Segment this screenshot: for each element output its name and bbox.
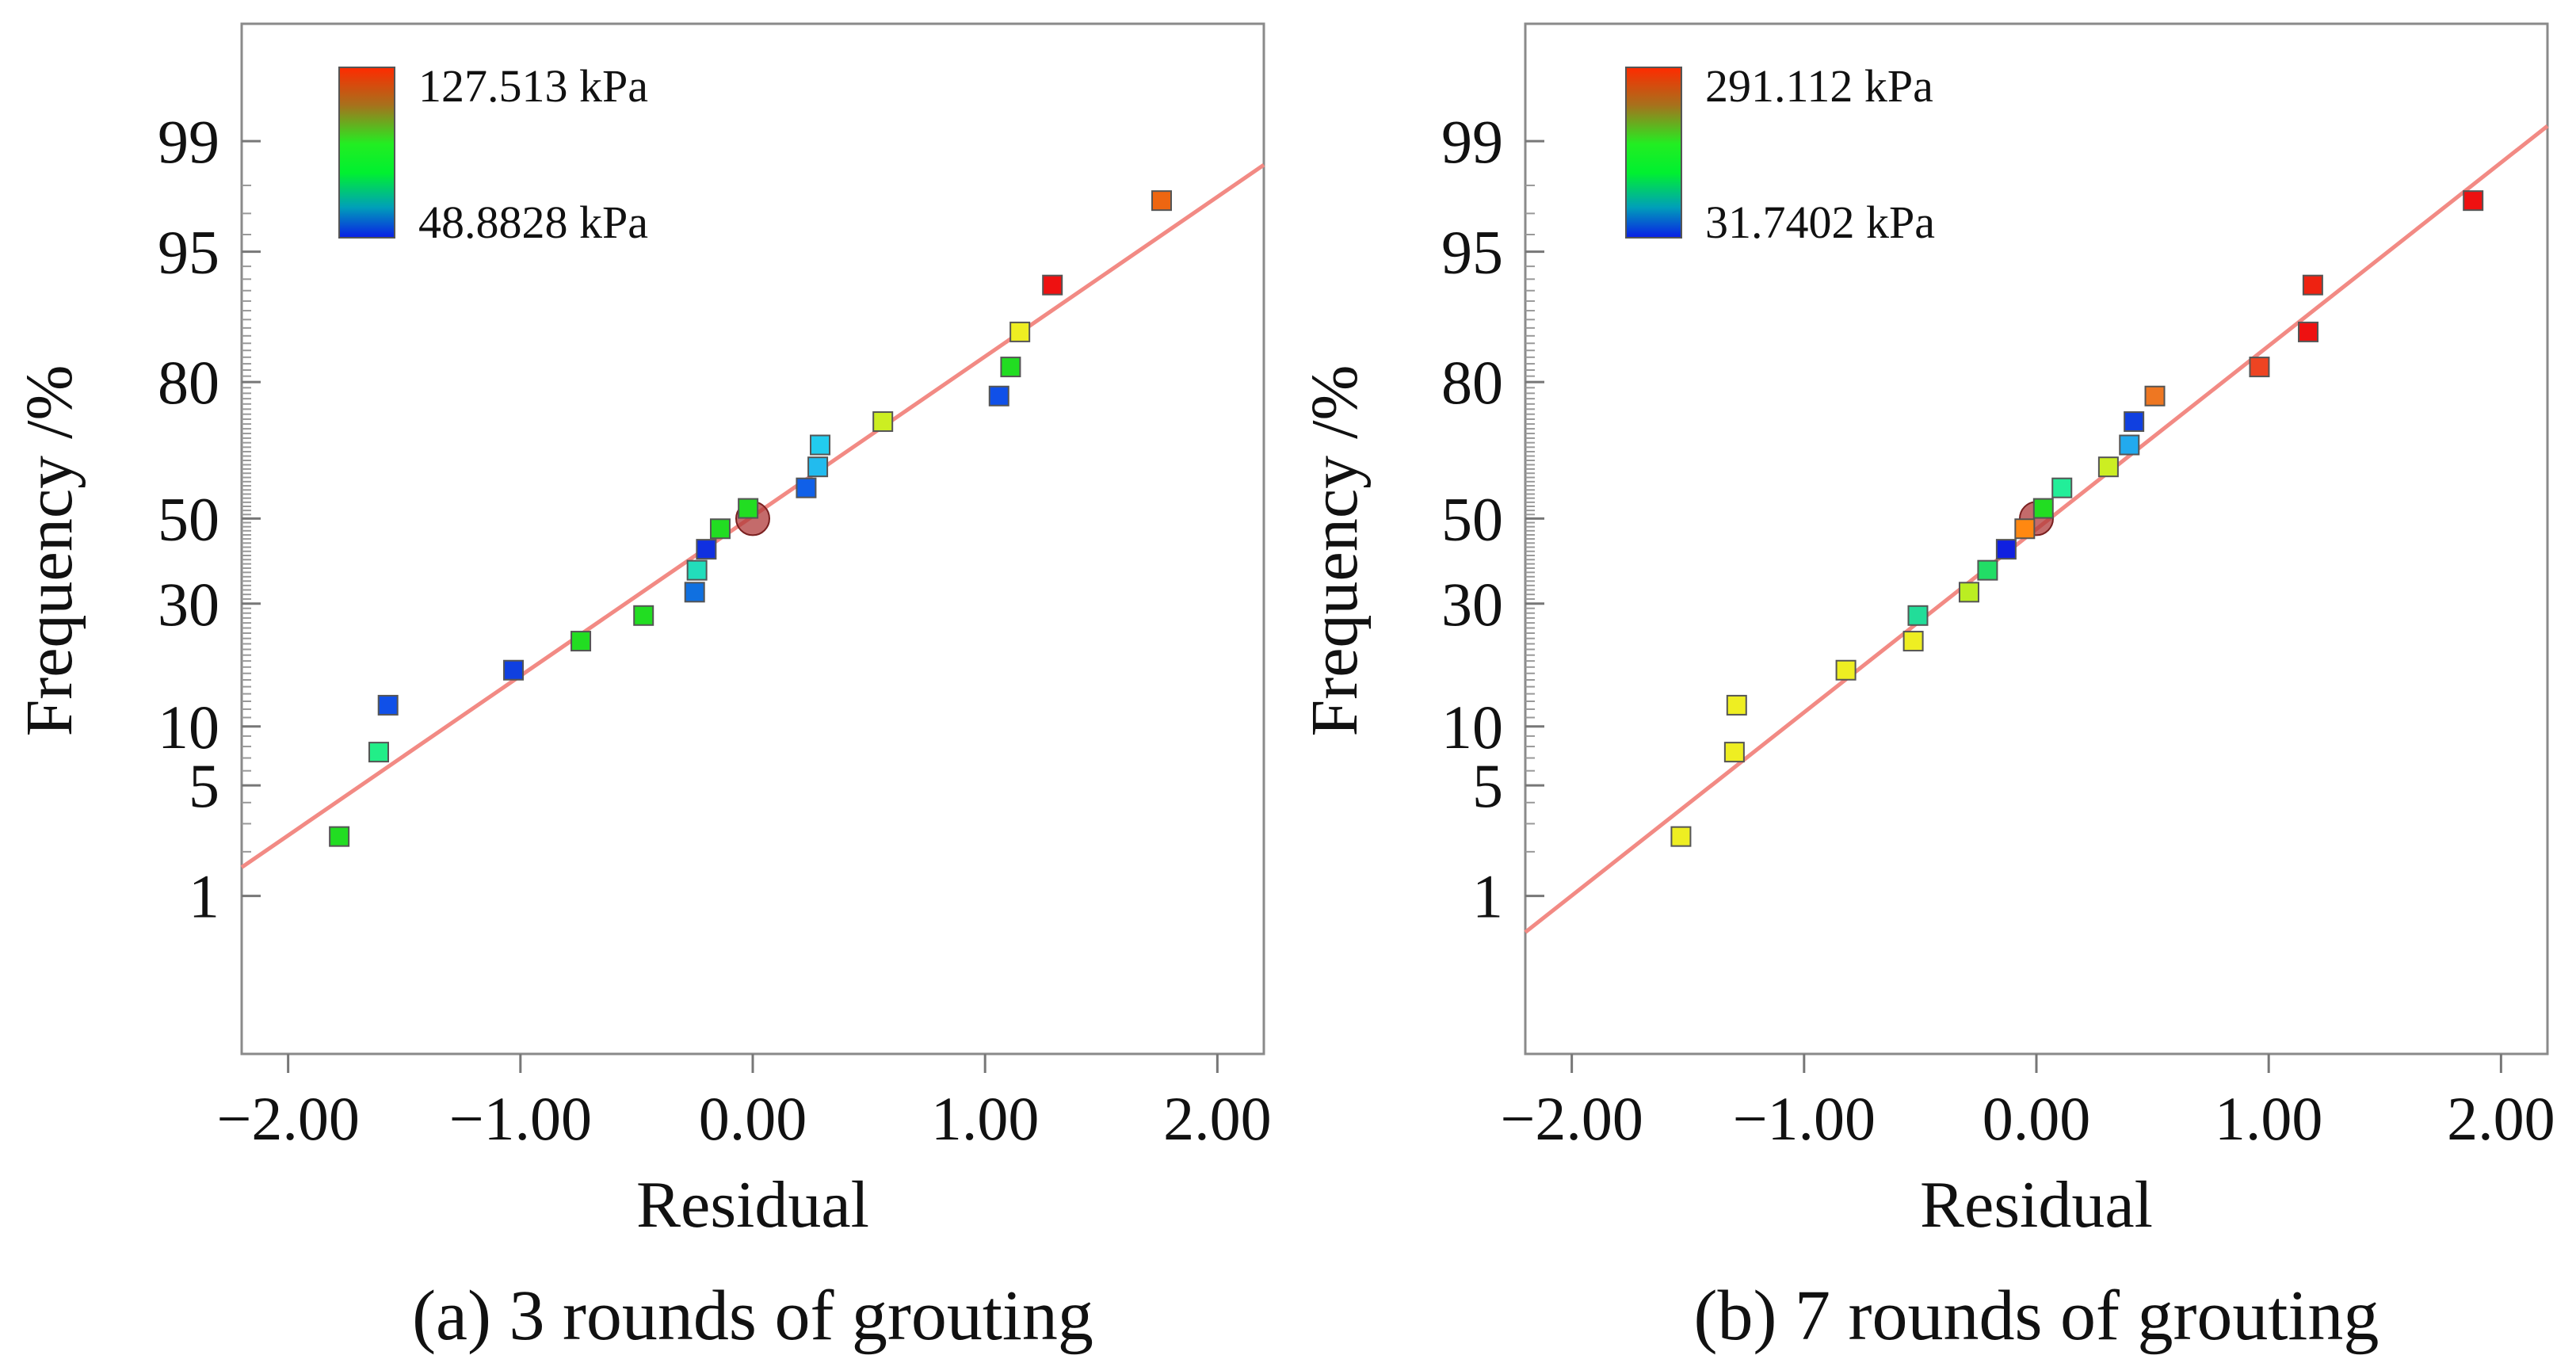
chart-caption: (a) 3 rounds of grouting [412, 1277, 1093, 1355]
data-point [1000, 357, 1021, 378]
data-point [1723, 742, 1745, 763]
y-tick-label: 80 [1441, 348, 1503, 417]
data-point [684, 582, 705, 603]
data-point [1958, 582, 1979, 603]
x-axis: −2.00 −1.00 0.00 1.00 2.00 [216, 1084, 1271, 1153]
x-axis-label: Residual [636, 1168, 869, 1242]
y-tick-label: 80 [158, 348, 219, 417]
data-point [1977, 559, 1998, 581]
y-tick-label: 95 [158, 218, 219, 287]
data-point [2097, 456, 2119, 478]
x-axis: −2.00 −1.00 0.00 1.00 2.00 [1500, 1084, 2555, 1153]
data-point [807, 456, 829, 478]
data-point [2144, 385, 2166, 407]
data-point [810, 434, 831, 456]
x-tick-label: −1.00 [1733, 1084, 1876, 1153]
plot-area [240, 139, 1265, 1073]
data-point [368, 742, 389, 763]
data-point [796, 477, 817, 498]
legend: 127.513 kPa 48.8828 kPa [338, 60, 648, 248]
x-tick-label: −2.00 [1500, 1084, 1643, 1153]
data-point [571, 631, 592, 652]
chart-panel-b: 1 5 10 30 50 80 95 99 −2.00 −1.00 0.00 1… [1298, 22, 2555, 1355]
y-tick-label: 1 [1472, 862, 1503, 931]
y-axis: 1 5 10 30 50 80 95 99 [158, 107, 219, 931]
x-tick-label: 1.00 [2215, 1084, 2323, 1153]
data-point [2032, 498, 2054, 519]
y-tick-label: 30 [1441, 570, 1503, 639]
data-point [1726, 694, 1747, 716]
y-tick-label: 10 [158, 693, 219, 762]
chart-caption: (b) 7 rounds of grouting [1694, 1277, 2379, 1355]
data-point [633, 605, 654, 626]
data-point [1907, 605, 1929, 626]
x-tick-label: 0.00 [1983, 1084, 2091, 1153]
y-tick-label: 95 [1441, 218, 1503, 287]
plot-area [1524, 124, 2549, 1073]
data-point [738, 498, 759, 519]
y-tick-label: 99 [158, 107, 219, 176]
data-point [1009, 321, 1031, 342]
y-tick-label: 50 [1441, 484, 1503, 553]
legend-colorbar [1625, 67, 1682, 239]
x-tick-label: −2.00 [216, 1084, 360, 1153]
data-point [2119, 434, 2140, 456]
y-tick-label: 30 [158, 570, 219, 639]
legend-min-label: 48.8828 kPa [418, 197, 648, 248]
data-point [988, 385, 1009, 407]
legend-max-label: 127.513 kPa [418, 60, 648, 112]
legend: 291.112 kPa 31.7402 kPa [1625, 60, 1935, 248]
data-point [1042, 274, 1063, 296]
data-point [2124, 411, 2145, 433]
x-tick-label: 2.00 [1163, 1084, 1272, 1153]
data-point [2051, 477, 2073, 498]
data-point [1670, 826, 1692, 847]
y-axis-label: Frequency /% [13, 365, 86, 737]
y-axis-label: Frequency /% [1298, 365, 1372, 737]
x-axis-label: Residual [1920, 1168, 2153, 1242]
y-tick-label: 5 [1472, 751, 1503, 820]
data-point [1902, 631, 1924, 652]
data-point [377, 694, 399, 716]
y-axis: 1 5 10 30 50 80 95 99 [1441, 107, 1503, 931]
data-point [2249, 357, 2270, 378]
y-tick-label: 1 [189, 862, 219, 931]
data-point [696, 539, 717, 560]
legend-colorbar [338, 67, 395, 239]
x-tick-label: 1.00 [931, 1084, 1040, 1153]
x-tick-label: 0.00 [699, 1084, 807, 1153]
data-point [503, 659, 525, 681]
legend-max-label: 291.112 kPa [1705, 60, 1933, 112]
plot-frame [240, 22, 1265, 1056]
data-point [2463, 190, 2484, 212]
data-point [1151, 190, 1172, 212]
data-point [2302, 274, 2323, 296]
data-point [872, 411, 894, 433]
x-tick-label: −1.00 [449, 1084, 593, 1153]
x-tick-label: 2.00 [2447, 1084, 2555, 1153]
y-tick-label: 10 [1441, 693, 1503, 762]
data-point [2298, 321, 2319, 342]
y-tick-label: 99 [1441, 107, 1503, 176]
data-point [709, 518, 731, 540]
data-point [329, 826, 350, 847]
legend-min-label: 31.7402 kPa [1705, 197, 1935, 248]
data-point [686, 559, 708, 581]
data-point [2014, 518, 2036, 540]
y-tick-label: 5 [189, 751, 219, 820]
chart-panel-a: 1 5 10 30 50 80 95 99 −2.00 −1.00 0.00 1… [13, 22, 1272, 1355]
data-point [1835, 659, 1857, 681]
y-tick-label: 50 [158, 484, 219, 553]
data-point [1995, 539, 2017, 560]
